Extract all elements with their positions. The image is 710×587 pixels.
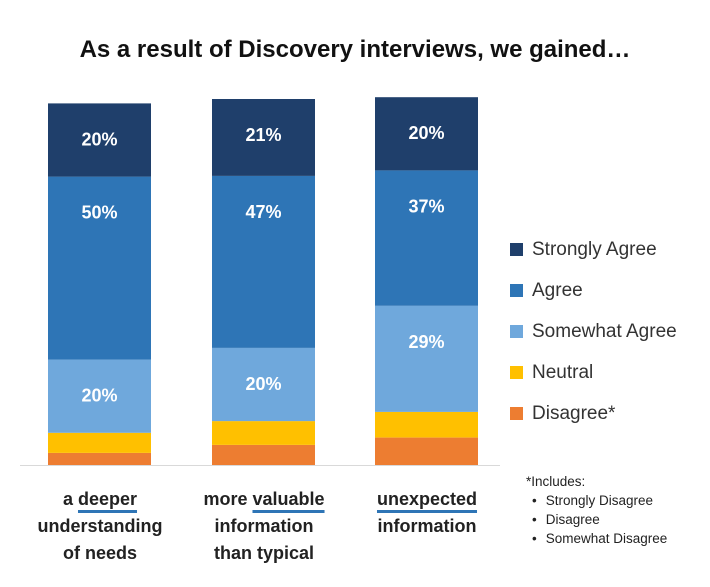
- category-label-3-line2: information: [377, 516, 477, 536]
- data-label: 21%: [245, 125, 281, 145]
- legend-item-somewhat-agree: Somewhat Agree: [510, 311, 677, 352]
- legend-swatch-neutral: [510, 366, 523, 379]
- data-label: 47%: [245, 202, 281, 222]
- legend-item-disagree: Disagree*: [510, 393, 677, 434]
- legend-item-neutral: Neutral: [510, 352, 677, 393]
- bar-segment-neutral-3: [375, 411, 478, 438]
- legend-swatch-disagree: [510, 407, 523, 420]
- bar-segment-strongly-agree-2: [212, 99, 315, 176]
- category-label-2-prefix: more: [203, 489, 253, 509]
- category-label-2-line2: information: [214, 516, 314, 536]
- category-label-1-prefix: a: [62, 489, 78, 509]
- legend-label-disagree: Disagree*: [532, 402, 616, 424]
- footnote-item: Strongly Disagree: [526, 491, 667, 510]
- category-label-1-line2: understanding: [37, 516, 163, 536]
- chart-title: As a result of Discovery interviews, we …: [79, 36, 631, 63]
- category-label-2: more valuable information than typical: [179, 486, 349, 567]
- legend-swatch-agree: [510, 284, 523, 297]
- category-label-2-keyword: valuable: [252, 489, 325, 509]
- legend-item-agree: Agree: [510, 270, 677, 311]
- footnote: *Includes: Strongly Disagree Disagree So…: [526, 472, 667, 548]
- category-label-1-line3: of needs: [62, 543, 137, 563]
- bar-segment-agree-2: [212, 175, 315, 348]
- bar-segment-neutral-1: [48, 432, 151, 453]
- legend-label-agree: Agree: [532, 279, 583, 301]
- bar-segment-strongly-agree-1: [48, 103, 151, 177]
- category-label-3: unexpected information: [342, 486, 512, 540]
- data-label: 20%: [81, 129, 117, 149]
- bar-segment-somewhat-agree-3: [375, 305, 478, 412]
- category-label-3-keyword: unexpected: [376, 489, 478, 509]
- bar-segment-agree-1: [48, 176, 151, 360]
- bar-segment-disagree-3: [375, 437, 478, 466]
- bar-segment-disagree-2: [212, 444, 315, 465]
- data-label: 37%: [408, 196, 444, 216]
- category-label-1-keyword: deeper: [77, 489, 138, 509]
- footnote-title: *Includes:: [526, 474, 586, 489]
- legend-swatch-strongly-agree: [510, 243, 523, 256]
- legend-item-strongly-agree: Strongly Agree: [510, 229, 677, 270]
- bar-segment-disagree-1: [48, 452, 151, 465]
- stacked-bar-chart: 20% 50% 20% 20% 47% 21% 29% 37% 20%: [20, 97, 500, 466]
- bar-segment-somewhat-agree-1: [48, 359, 151, 433]
- legend-label-strongly-agree: Strongly Agree: [532, 238, 657, 260]
- category-label-2-line3: than typical: [213, 543, 315, 563]
- footnote-item: Disagree: [526, 510, 667, 529]
- bar-segment-neutral-2: [212, 421, 315, 445]
- data-label: 50%: [81, 203, 117, 223]
- bar-segment-agree-3: [375, 170, 478, 306]
- chart-legend: Strongly Agree Agree Somewhat Agree Neut…: [510, 229, 677, 434]
- legend-label-neutral: Neutral: [532, 361, 594, 383]
- data-label: 29%: [408, 332, 444, 352]
- bar-segment-somewhat-agree-2: [212, 347, 315, 422]
- bar-segment-strongly-agree-3: [375, 97, 478, 171]
- footnote-list: Strongly Disagree Disagree Somewhat Disa…: [526, 491, 668, 548]
- legend-label-somewhat-agree: Somewhat Agree: [532, 320, 677, 342]
- data-label: 20%: [81, 386, 117, 406]
- footnote-item: Somewhat Disagree: [526, 529, 668, 548]
- category-label-1: a deeper understanding of needs: [15, 486, 185, 567]
- data-label: 20%: [245, 374, 281, 394]
- data-label: 20%: [408, 123, 444, 143]
- legend-swatch-somewhat-agree: [510, 325, 523, 338]
